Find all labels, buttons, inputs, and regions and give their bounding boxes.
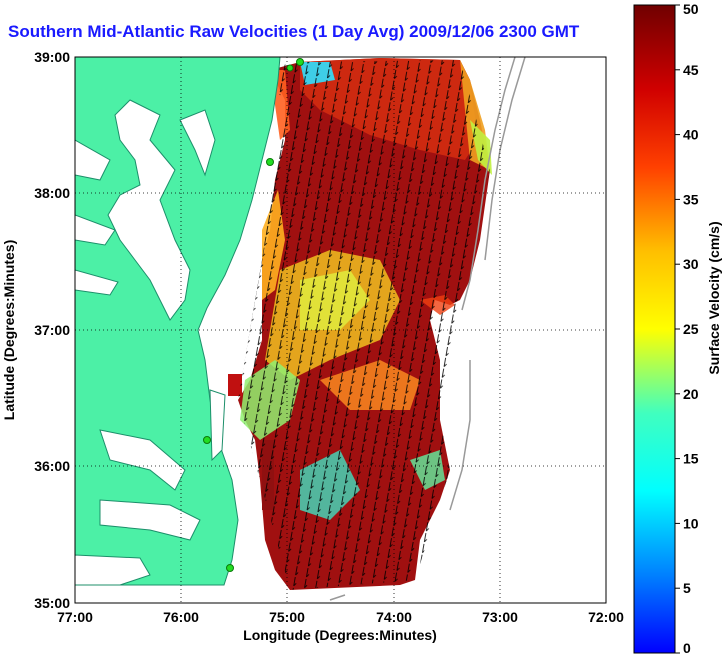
y-tick-label: 35:00 <box>34 595 70 611</box>
y-tick-label: 39:00 <box>34 49 70 65</box>
y-axis: 39:00 38:00 37:00 36:00 35:00 Latitude (… <box>1 49 70 611</box>
x-tick-label: 75:00 <box>269 609 305 625</box>
map-grid <box>75 57 606 603</box>
colorbar-tick-label: 40 <box>683 127 699 143</box>
land-area <box>75 57 281 586</box>
x-tick-label: 72:00 <box>588 609 624 625</box>
colorbar-label: Surface Velocity (cm/s) <box>706 221 722 374</box>
colorbar-tick-label: 20 <box>683 386 699 402</box>
y-axis-label: Latitude (Degrees:Minutes) <box>1 240 17 420</box>
colorbar-tick-label: 10 <box>683 515 699 531</box>
x-tick-label: 73:00 <box>482 609 518 625</box>
colorbar-tick-label: 5 <box>683 580 691 596</box>
colorbar-tick-label: 15 <box>683 451 699 467</box>
colorbar-tick-label: 0 <box>683 640 691 656</box>
hf-radar-stations <box>203 58 304 572</box>
x-axis-label: Longitude (Degrees:Minutes) <box>243 627 437 643</box>
colorbar-tick-label: 50 <box>683 1 699 17</box>
colorbar-tick-label: 45 <box>683 62 699 78</box>
colorbar-tick-label: 25 <box>683 321 699 337</box>
x-tick-label: 77:00 <box>57 609 93 625</box>
y-tick-label: 36:00 <box>34 458 70 474</box>
plot-frame <box>74 56 607 604</box>
x-tick-label: 74:00 <box>376 609 412 625</box>
colorbar-tick-label: 35 <box>683 191 699 207</box>
y-tick-label: 37:00 <box>34 322 70 338</box>
x-tick-label: 76:00 <box>163 609 199 625</box>
map-title: Southern Mid-Atlantic Raw Velocities (1 … <box>8 22 580 41</box>
x-axis: 77:00 76:00 75:00 74:00 73:00 72:00 Long… <box>57 609 624 643</box>
velocity-field <box>228 58 492 590</box>
colorbar-tick-label: 30 <box>683 256 699 272</box>
y-tick-label: 38:00 <box>34 185 70 201</box>
colorbar-gradient <box>633 4 676 654</box>
